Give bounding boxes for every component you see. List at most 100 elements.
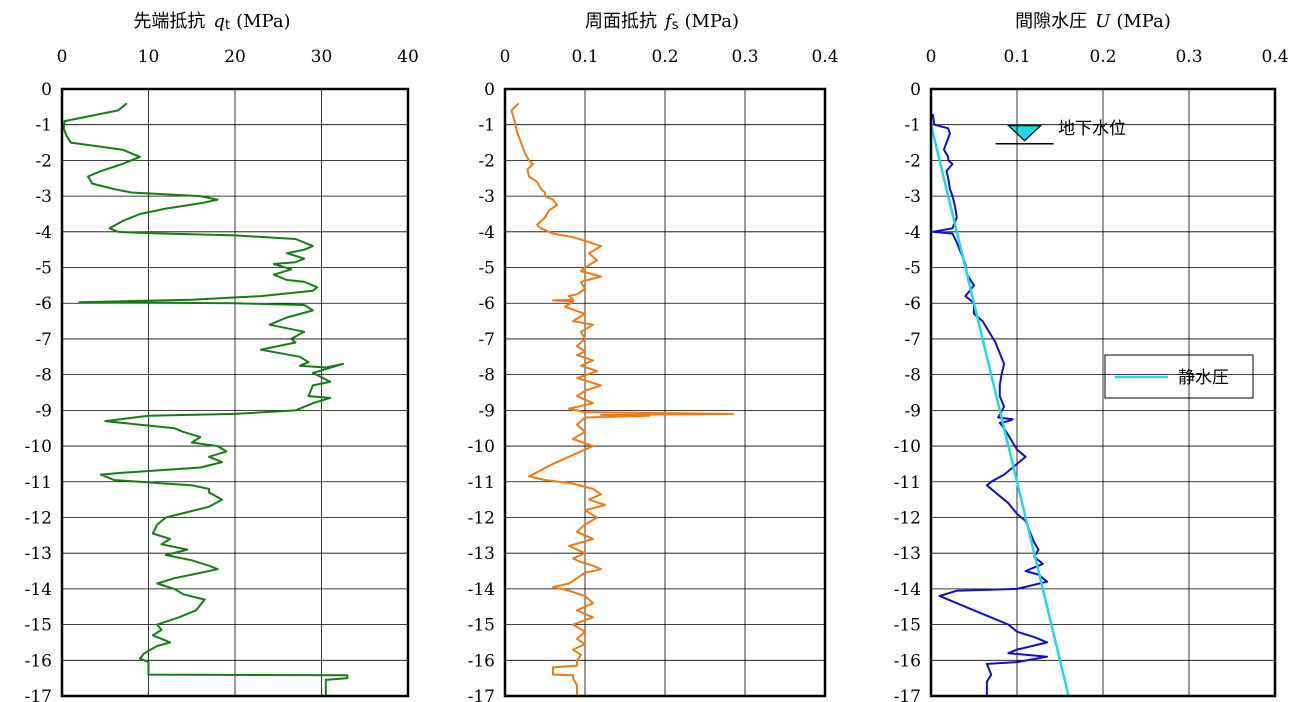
legend-label: 静水圧 (1178, 368, 1229, 388)
side-friction-grid (505, 89, 825, 696)
pore-pressure-series-line (929, 124, 1070, 697)
side-friction-ytick-label: -3 (478, 187, 495, 207)
pore-pressure-symbol: U (1095, 11, 1111, 32)
pore-pressure-xtick-label: 0 (926, 47, 937, 67)
tip-resistance-ytick-label: -3 (35, 187, 52, 207)
groundwater-triangle-icon (1007, 125, 1043, 142)
tip-resistance-ytick-label: 0 (41, 80, 52, 100)
tip-resistance-xtick-label: 40 (397, 47, 419, 67)
pore-pressure-ytick-label: -1 (904, 116, 921, 136)
side-friction-unit: (MPa) (684, 11, 739, 32)
tip-resistance-unit: (MPa) (236, 11, 291, 32)
tip-resistance-ytick-label: -9 (35, 401, 52, 421)
pore-pressure-unit: (MPa) (1116, 11, 1171, 32)
tip-resistance-xtick-label: 10 (138, 47, 160, 67)
pore-pressure-series-line (931, 113, 1049, 696)
tip-resistance-xtick-label: 0 (57, 47, 68, 67)
side-friction-ytick-label: -9 (478, 401, 495, 421)
groundwater-marker (995, 125, 1054, 145)
tip-resistance-ytick-label: -11 (25, 473, 52, 493)
pore-pressure-ytick-label: -11 (894, 473, 921, 493)
pore-pressure-ytick-label: -5 (904, 259, 921, 279)
side-friction-xtick-label: 0 (500, 47, 511, 67)
tip-resistance-ytick-label: -17 (25, 687, 52, 702)
pore-pressure-plot-frame (929, 87, 1277, 698)
tip-resistance-title-main: 先端抵抗 (133, 11, 205, 32)
side-friction-ytick-label: -16 (468, 651, 495, 671)
side-friction-ytick-label: -7 (478, 330, 495, 350)
tip-resistance-title: 先端抵抗 qt (MPa) (133, 11, 290, 33)
side-friction-ytick-label: -13 (468, 544, 495, 564)
pore-pressure-ytick-label: -16 (894, 651, 921, 671)
tip-resistance-ytick-label: -4 (35, 223, 52, 243)
tip-resistance-ytick-label: -15 (25, 616, 52, 636)
pore-pressure-ytick-label: -2 (904, 151, 921, 171)
side-friction-ytick-label: 0 (484, 80, 495, 100)
pore-pressure-ytick-label: -10 (894, 437, 921, 457)
tip-resistance-grid (62, 89, 408, 696)
pore-pressure-ytick-label: -9 (904, 401, 921, 421)
pore-pressure-xtick-label: 0.2 (1089, 47, 1116, 67)
side-friction-plot-frame (503, 87, 827, 698)
pore-pressure-xtick-label: 0.3 (1175, 47, 1202, 67)
pore-pressure-xtick-label: 0.4 (1261, 47, 1288, 67)
side-friction-ytick-label: -10 (468, 437, 495, 457)
pore-pressure-xtick-label: 0.1 (1003, 47, 1030, 67)
side-friction-series-line (510, 102, 734, 696)
side-friction-ytick-label: -6 (478, 294, 495, 314)
pore-pressure-ytick-label: -17 (894, 687, 921, 702)
tip-resistance-ytick-label: -6 (35, 294, 52, 314)
tip-resistance-xtick-label: 30 (311, 47, 333, 67)
tip-resistance-ytick-label: -12 (25, 508, 52, 528)
pore-pressure-ytick-label: -13 (894, 544, 921, 564)
tip-resistance-ytick-label: -13 (25, 544, 52, 564)
side-friction-ytick-label: -8 (478, 366, 495, 386)
pore-pressure-ytick-label: -6 (904, 294, 921, 314)
tip-resistance-symbol: q (213, 11, 225, 32)
pore-pressure-ytick-label: -4 (904, 223, 921, 243)
tip-resistance-ytick-label: -10 (25, 437, 52, 457)
pore-pressure-title-main: 間隙水圧 (1015, 11, 1087, 32)
side-friction-ytick-label: -5 (478, 259, 495, 279)
tip-resistance-panel: 先端抵抗 qt (MPa) 0 10 20 30 40 0 -1 -2 -3 -4 -5 -6 -7 -8 -9… (25, 11, 419, 702)
side-friction-ytick-label: -2 (478, 151, 495, 171)
side-friction-ytick-label: -11 (468, 473, 495, 493)
side-friction-ytick-label: -17 (468, 687, 495, 702)
side-friction-xtick-label: 0.1 (571, 47, 598, 67)
tip-resistance-series-line (62, 102, 349, 696)
side-friction-ytick-label: -4 (478, 223, 495, 243)
tip-resistance-xtick-label: 20 (224, 47, 246, 67)
pore-pressure-ytick-label: -7 (904, 330, 921, 350)
pore-pressure-ytick-label: 0 (910, 80, 921, 100)
tip-resistance-ytick-label: -16 (25, 651, 52, 671)
pore-pressure-ytick-label: -3 (904, 187, 921, 207)
tip-resistance-plot-frame (60, 87, 410, 698)
groundwater-label: 地下水位 (1058, 119, 1126, 139)
tip-resistance-subscript: t (225, 18, 230, 33)
pore-pressure-title: 間隙水圧 U (MPa) (1015, 11, 1171, 32)
pore-pressure-ytick-label: -15 (894, 616, 921, 636)
tip-resistance-ytick-label: -7 (35, 330, 52, 350)
tip-resistance-ytick-label: -14 (25, 580, 52, 600)
side-friction-xtick-label: 0.3 (731, 47, 758, 67)
tip-resistance-ytick-label: -2 (35, 151, 52, 171)
side-friction-ytick-label: -1 (478, 116, 495, 136)
side-friction-ytick-label: -12 (468, 508, 495, 528)
legend: 静水圧 (1104, 354, 1254, 399)
side-friction-ytick-label: -14 (468, 580, 495, 600)
tip-resistance-ytick-label: -1 (35, 116, 52, 136)
side-friction-ytick-label: -15 (468, 616, 495, 636)
side-friction-xtick-label: 0.4 (811, 47, 838, 67)
side-friction-title-main: 周面抵抗 (585, 11, 657, 32)
side-friction-xtick-label: 0.2 (651, 47, 678, 67)
pore-pressure-ytick-label: -14 (894, 580, 921, 600)
side-friction-title: 周面抵抗 fs (MPa) (585, 11, 739, 33)
pore-pressure-ytick-label: -12 (894, 508, 921, 528)
side-friction-subscript: s (672, 18, 679, 33)
pore-pressure-panel: 間隙水圧 U (MPa) 地下水位 静水圧 0 0.1 0.2 0.3 0.4 0 -1 -2 -3… (894, 11, 1289, 702)
side-friction-panel: 周面抵抗 fs (MPa) 0 0.1 0.2 0.3 0.40-1-2-3-4-5-6-7… (468, 11, 839, 702)
tip-resistance-ytick-label: -5 (35, 259, 52, 279)
pore-pressure-ytick-label: -8 (904, 366, 921, 386)
tip-resistance-ytick-label: -8 (35, 366, 52, 386)
